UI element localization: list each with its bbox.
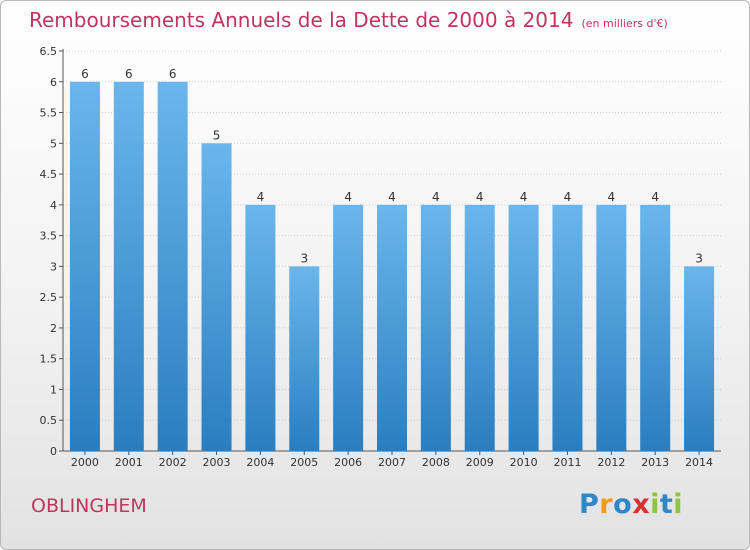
bar (640, 204, 671, 451)
logo-letter: i (650, 489, 660, 520)
x-tick-label: 2011 (553, 456, 581, 469)
x-tick-label: 2014 (685, 456, 713, 469)
y-tick-label: 0 (50, 445, 57, 458)
y-tick-label: 6.5 (40, 45, 58, 58)
x-tick-label: 2001 (115, 456, 143, 469)
x-tick-label: 2002 (159, 456, 187, 469)
bar (377, 204, 407, 451)
x-tick-label: 2007 (378, 456, 406, 469)
x-tick-label: 2013 (641, 456, 669, 469)
bar-value-label: 6 (169, 67, 177, 81)
y-tick-label: 3.5 (40, 230, 58, 243)
title-main: Remboursements Annuels de la Dette de 20… (29, 8, 574, 32)
bar (552, 204, 583, 451)
bar-value-label: 4 (476, 190, 484, 204)
bar (69, 81, 100, 452)
y-tick-label: 5 (50, 137, 57, 150)
bar (333, 204, 364, 451)
x-tick-label: 2005 (290, 456, 318, 469)
bar-value-label: 4 (257, 190, 265, 204)
bar (113, 81, 144, 452)
x-tick-label: 2009 (466, 456, 494, 469)
bar-value-label: 5 (213, 128, 221, 142)
bar (289, 266, 320, 451)
logo-letter: x (632, 489, 651, 520)
bar (684, 266, 715, 451)
y-tick-label: 2 (50, 322, 57, 335)
chart-title: Remboursements Annuels de la Dette de 20… (29, 8, 668, 32)
y-tick-label: 3 (50, 260, 57, 273)
bar-value-label: 4 (520, 190, 528, 204)
bar-value-label: 3 (695, 251, 703, 265)
x-tick-label: 2012 (597, 456, 625, 469)
bar (464, 204, 495, 451)
bar (245, 204, 276, 451)
bar (420, 204, 451, 451)
x-tick-label: 2004 (246, 456, 274, 469)
bar (201, 143, 232, 452)
bar (508, 204, 539, 451)
bar-value-label: 3 (300, 251, 308, 265)
y-tick-label: 5.5 (40, 107, 58, 120)
bar-value-label: 6 (125, 67, 133, 81)
logo-letter: t (659, 489, 674, 520)
y-tick-label: 4 (50, 199, 57, 212)
bar (596, 204, 627, 451)
logo-letter: P (579, 489, 600, 520)
logo-letter: i (673, 489, 684, 520)
logo-letter: r (599, 489, 614, 520)
bar-value-label: 4 (388, 190, 396, 204)
y-tick-label: 1.5 (40, 353, 58, 366)
bar-value-label: 4 (344, 190, 352, 204)
x-tick-label: 2000 (71, 456, 99, 469)
bar-value-label: 4 (564, 190, 572, 204)
y-tick-label: 4.5 (40, 168, 58, 181)
x-tick-label: 2006 (334, 456, 362, 469)
bar-value-label: 4 (608, 190, 616, 204)
y-tick-label: 6 (50, 76, 57, 89)
commune-name: OBLINGHEM (31, 495, 147, 517)
bar-value-label: 6 (81, 67, 89, 81)
unit-note: (en milliers d'€) (581, 17, 668, 30)
bar (157, 81, 188, 452)
x-tick-label: 2008 (422, 456, 450, 469)
bar-value-label: 4 (651, 190, 659, 204)
bar-value-label: 4 (432, 190, 440, 204)
proxiti-logo: Proxiti (579, 489, 683, 520)
y-tick-label: 0.5 (40, 414, 58, 427)
y-tick-label: 2.5 (40, 291, 58, 304)
logo-letter: o (613, 489, 633, 520)
x-tick-label: 2003 (203, 456, 231, 469)
x-tick-label: 2010 (510, 456, 538, 469)
y-tick-label: 1 (50, 383, 57, 396)
